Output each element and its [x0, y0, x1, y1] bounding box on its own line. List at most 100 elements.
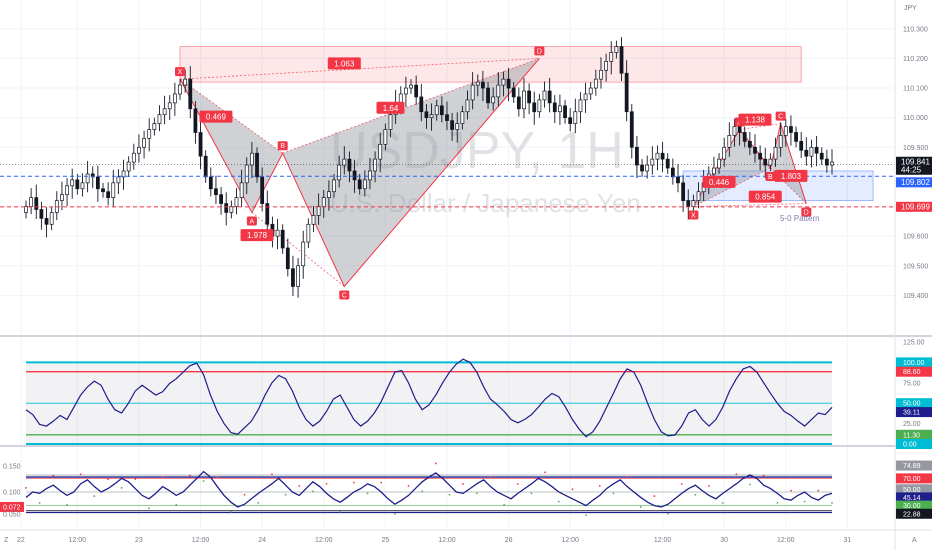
candle — [727, 122, 732, 157]
candle — [809, 139, 814, 168]
pattern-point-box — [801, 207, 812, 217]
candle-body-down — [208, 176, 213, 190]
candle-body-down — [670, 167, 675, 178]
candle-body-down — [563, 105, 567, 119]
ratio-label: 0.854 — [748, 190, 782, 203]
candle-body-down — [219, 194, 223, 204]
ind-dot — [243, 493, 246, 496]
candle — [445, 101, 449, 131]
candle — [511, 82, 516, 103]
pattern-ratio-line — [282, 58, 540, 154]
candle — [65, 178, 69, 206]
candle — [137, 134, 141, 163]
ind-left-label: 0.100 — [3, 490, 21, 497]
candle — [522, 77, 526, 119]
candle — [819, 147, 824, 166]
ratio-label: 1.063 — [327, 57, 361, 70]
candle — [126, 156, 131, 177]
ind-dot — [653, 495, 656, 497]
pattern-ratio-line — [739, 123, 781, 130]
candle — [285, 238, 290, 277]
candle — [563, 99, 567, 124]
candle-body-up — [409, 84, 413, 89]
ind-left-tick: 0.100 — [3, 490, 21, 497]
candle — [660, 141, 665, 173]
candle — [789, 115, 793, 146]
candle-body-down — [357, 179, 362, 190]
indicator-pane[interactable] — [0, 449, 895, 529]
osc-tick-box — [896, 366, 932, 377]
candle-body-up — [491, 96, 496, 104]
candle-body-up — [470, 84, 475, 101]
candle-body-up — [131, 152, 136, 163]
ind-dot — [284, 493, 287, 496]
candle — [95, 165, 100, 202]
candle-body-up — [383, 129, 388, 145]
candle — [383, 123, 388, 151]
candle — [116, 169, 121, 195]
candle-body-up — [712, 167, 716, 175]
osc-tick: 0.00 — [896, 439, 932, 449]
ind-dot — [503, 504, 506, 506]
ind-dot — [571, 488, 574, 491]
candle-body-up — [717, 158, 721, 169]
osc-tick-box — [896, 429, 932, 440]
ind-dot — [380, 481, 383, 484]
ind-dot — [462, 482, 465, 485]
candle-body-up — [588, 87, 593, 95]
price-label-box — [896, 156, 932, 175]
candle — [481, 70, 485, 102]
ind-right-box — [896, 460, 932, 471]
candle-body-up — [404, 87, 408, 95]
candle-body-down — [193, 108, 198, 133]
ratio-box — [376, 101, 405, 114]
candle — [696, 182, 701, 209]
candle — [629, 104, 634, 159]
candle — [424, 104, 429, 129]
oscillator-pane[interactable] — [0, 339, 895, 444]
candle-body-down — [819, 152, 824, 160]
candle-body-down — [419, 96, 424, 113]
candle — [496, 72, 501, 107]
ratio-value: 1.978 — [247, 231, 268, 240]
ind-dot — [708, 484, 710, 487]
price-axis[interactable]: 110.300110.200110.100110.000109.900109.7… — [896, 26, 932, 519]
time-axis[interactable]: 22 12:00 23 12:00 24 12:00 25 12:00 26 12:00 12:00… — [17, 537, 851, 544]
price-tick: 109.900 — [903, 145, 928, 152]
ind-dot — [557, 500, 560, 503]
candle-body-down — [629, 111, 634, 148]
ind-dot — [585, 514, 588, 517]
time-tick: 26 — [505, 537, 513, 544]
candle — [717, 153, 721, 174]
candle — [80, 173, 85, 197]
candle-body-up — [275, 229, 280, 237]
ind-dot — [762, 474, 765, 477]
candle — [368, 157, 372, 190]
pattern-point-c: C — [775, 111, 786, 121]
candle — [131, 143, 136, 170]
candle-body-down — [439, 105, 444, 116]
price-tick: 109.500 — [903, 263, 928, 270]
candle-body-up — [542, 90, 547, 101]
ind-dot — [803, 500, 806, 503]
corner-right[interactable]: A — [912, 537, 917, 544]
ind-dot — [93, 495, 96, 497]
ind-dot — [680, 482, 683, 485]
candle-body-down — [804, 149, 809, 157]
ind-dot — [189, 474, 191, 477]
corner-left[interactable]: Z — [4, 537, 9, 544]
ind-dot — [817, 489, 820, 492]
pattern-point-label: D — [537, 48, 542, 55]
ratio-box — [327, 57, 361, 70]
candle — [378, 133, 383, 173]
price-tick: 109.400 — [903, 293, 928, 300]
candle-body-down — [506, 78, 511, 89]
ind-dot — [339, 510, 342, 513]
candle — [34, 184, 39, 219]
candle-body-down — [445, 114, 449, 121]
ind-right-tick: 30.00 — [896, 500, 932, 511]
candle — [753, 134, 757, 163]
candle-body-up — [460, 111, 465, 124]
candle-body-up — [378, 143, 383, 160]
